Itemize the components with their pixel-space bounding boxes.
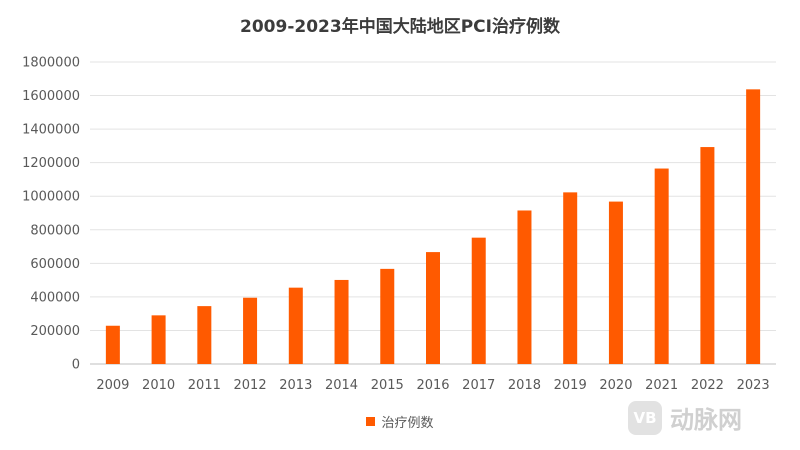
x-axis-ticks: 2009 2010 2011 2012 2013 2014 2015 2016 2017 2018… [96, 378, 769, 393]
y-tick-label: 1000000 [22, 190, 80, 205]
bar-2023 [746, 89, 761, 364]
watermark-text: 动脉网 [670, 406, 742, 434]
bars [105, 89, 761, 364]
y-tick-label: 1200000 [22, 156, 80, 171]
watermark-logo-icon: VB [628, 400, 662, 435]
x-tick-label: 2015 [371, 378, 404, 393]
bar-2017 [471, 237, 486, 364]
y-tick-label: 1800000 [22, 56, 80, 71]
bar-2009 [105, 325, 120, 364]
y-tick-label: 1600000 [22, 89, 80, 104]
x-tick-label: 2010 [142, 378, 175, 393]
bar-2012 [243, 297, 258, 364]
y-tick-label: 400000 [30, 290, 80, 305]
bar-2014 [334, 279, 349, 364]
legend-swatch [366, 417, 376, 426]
x-tick-label: 2019 [554, 378, 587, 393]
x-tick-label: 2017 [462, 378, 495, 393]
legend: 治疗例数 [0, 412, 800, 431]
watermark: VB 动脉网 [628, 400, 742, 435]
y-axis-ticks: 0 200000 400000 600000 800000 1000000 1200000 1… [22, 56, 80, 373]
chart-title: 2009-2023年中国大陆地区PCI治疗例数 [240, 17, 560, 37]
x-tick-label: 2013 [279, 378, 312, 393]
bar-2022 [700, 147, 715, 364]
y-tick-label: 600000 [30, 257, 80, 272]
bar-2016 [426, 252, 440, 364]
x-tick-label: 2022 [691, 378, 724, 393]
bar-2015 [380, 268, 395, 364]
x-tick-label: 2016 [416, 378, 449, 393]
bar-2021 [654, 168, 669, 364]
bar-2011 [197, 306, 212, 364]
x-tick-label: 2021 [645, 378, 678, 393]
x-tick-label: 2020 [599, 378, 632, 393]
bar-2010 [151, 315, 166, 364]
x-tick-label: 2009 [96, 378, 129, 393]
bar-2013 [288, 287, 303, 364]
y-tick-label: 1400000 [22, 123, 80, 138]
x-tick-label: 2011 [188, 378, 221, 393]
y-tick-label: 0 [72, 358, 80, 373]
y-tick-label: 200000 [30, 324, 80, 339]
x-tick-label: 2014 [325, 378, 358, 393]
legend-label: 治疗例数 [381, 416, 434, 431]
x-tick-label: 2023 [737, 378, 770, 393]
x-tick-label: 2018 [508, 378, 541, 393]
bar-2018 [517, 210, 532, 364]
bar-2020 [608, 201, 623, 364]
x-tick-label: 2012 [234, 378, 267, 393]
y-tick-label: 800000 [30, 223, 80, 238]
bar-2019 [563, 192, 578, 364]
